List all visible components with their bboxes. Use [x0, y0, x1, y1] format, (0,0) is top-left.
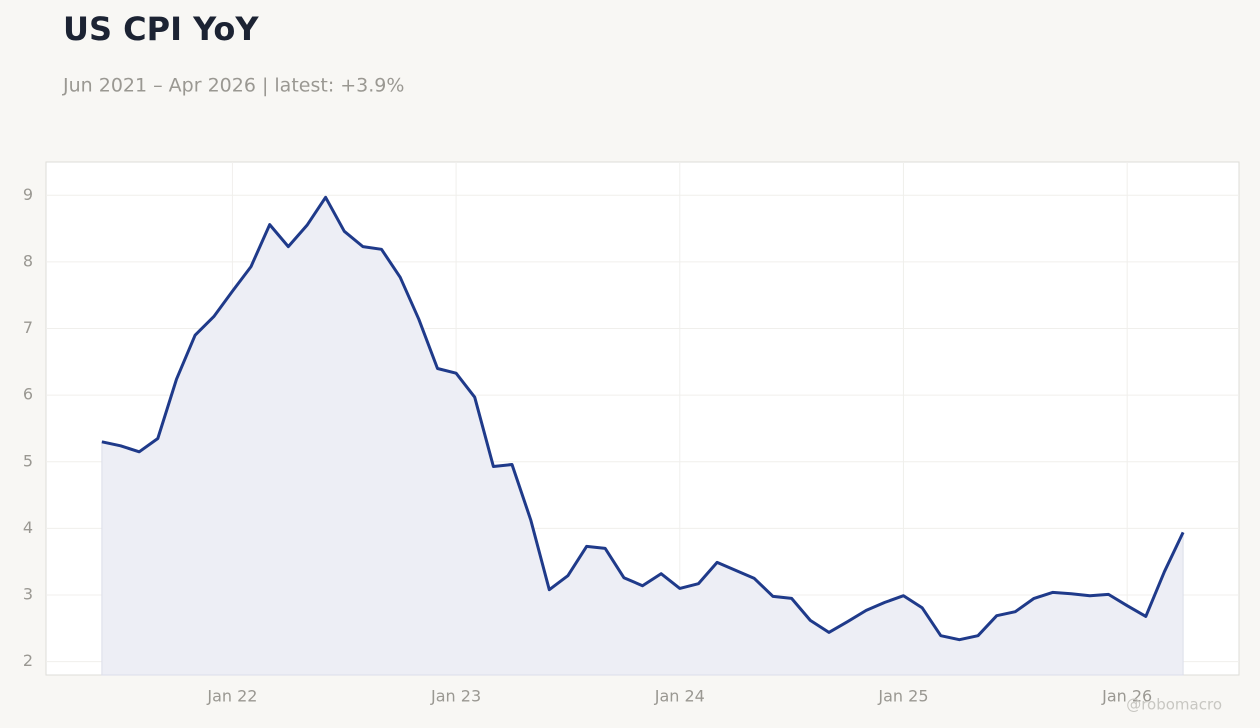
watermark: @robomacro	[1126, 696, 1222, 714]
chart-subtitle: Jun 2021 – Apr 2026 | latest: +3.9%	[62, 75, 404, 97]
y-tick-label: 3	[23, 585, 33, 604]
y-tick-label: 7	[23, 318, 33, 337]
y-tick-label: 4	[23, 518, 33, 537]
y-tick-label: 8	[23, 251, 33, 270]
marks	[101, 195, 1185, 676]
line	[101, 195, 1185, 642]
y-tick-label: 9	[23, 185, 33, 204]
x-tick-label: Jan 24	[654, 687, 705, 706]
x-tick-label: Jan 22	[206, 687, 257, 706]
x-tick-label: Jan 25	[877, 687, 928, 706]
chart-title: US CPI YoY	[63, 10, 259, 48]
labels: 2 3 4 5 6 7 8 9 Jan 22 Jan 23 Jan 24 Jan 25 Jan 26	[23, 185, 1152, 706]
x-tick-label: Jan 26	[1101, 687, 1152, 706]
y-tick-label: 2	[23, 651, 33, 670]
y-tick-label: 6	[23, 385, 33, 404]
x-tick-label: Jan 23	[430, 687, 481, 706]
y-tick-label: 5	[23, 451, 33, 470]
